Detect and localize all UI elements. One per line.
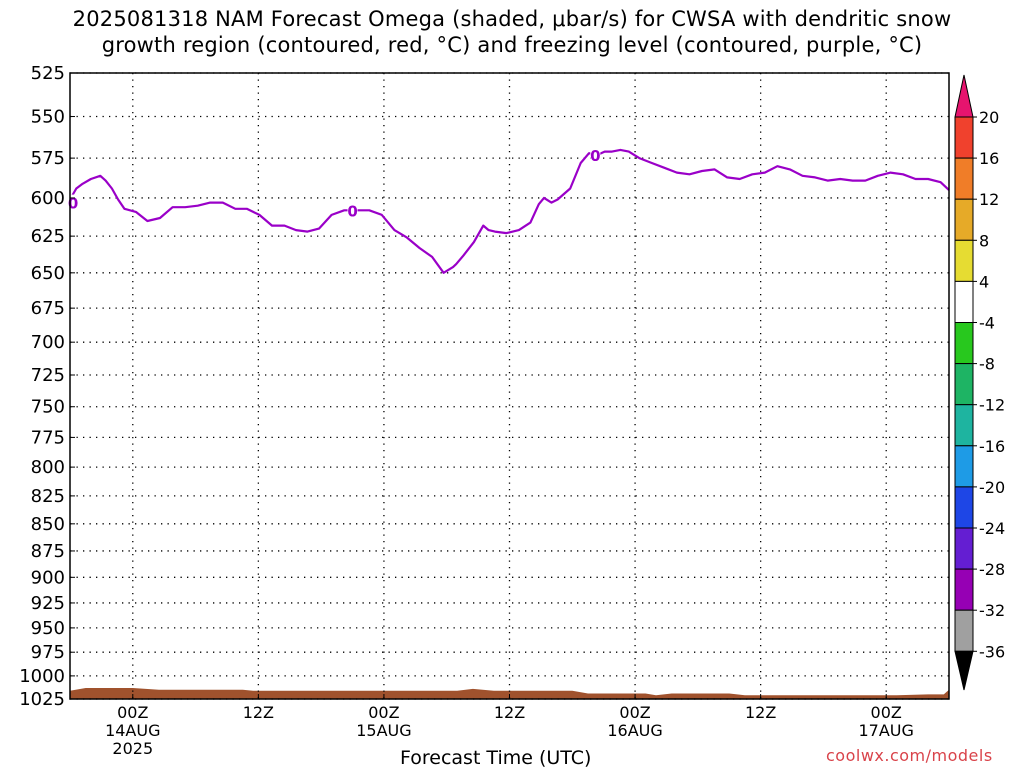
colorbar-label: -24: [979, 519, 1005, 538]
colorbar-segment: [954, 280, 974, 323]
y-tick-label: 1025: [19, 689, 65, 710]
contour-label-bg: [68, 194, 79, 210]
y-tick-label: 775: [31, 427, 65, 448]
y-tick-label: 950: [31, 618, 65, 639]
y-tick-label: 575: [31, 148, 65, 169]
y-tick-label: 925: [31, 593, 65, 614]
y-tick-label: 1000: [19, 666, 65, 687]
x-tick-label: 00Z: [871, 703, 902, 722]
colorbar-segment: [954, 116, 974, 159]
x-tick-year: 2025: [112, 739, 153, 758]
x-tick-date: 14AUG: [105, 721, 160, 740]
freezing-level-layer: [69, 148, 950, 274]
colorbar-label: -8: [979, 355, 995, 374]
colorbar-segment: [954, 322, 974, 365]
x-tick-label: 00Z: [619, 703, 650, 722]
y-tick-label: 875: [31, 541, 65, 562]
contour-label: 0: [68, 195, 78, 213]
y-tick-label: 675: [31, 298, 65, 319]
contour-labels: 0 0 0: [68, 146, 601, 220]
colorbar-label: 12: [979, 190, 999, 209]
y-tick-label: 750: [31, 397, 65, 418]
x-tick-label: 12Z: [243, 703, 274, 722]
colorbar-segment: [954, 568, 974, 611]
x-tick-label: 00Z: [117, 703, 148, 722]
colorbar-segment: [954, 445, 974, 488]
surface-layer: [70, 688, 949, 699]
x-axis-title: Forecast Time (UTC): [400, 747, 592, 769]
colorbar-label: -16: [979, 437, 1005, 456]
y-tick-label: 550: [31, 107, 65, 128]
colorbar-label: -20: [979, 478, 1005, 497]
surface-pressure-fill: [70, 688, 949, 699]
colorbar-segment: [954, 404, 974, 447]
contour-label: 0: [347, 202, 357, 220]
freezing-level-line: [69, 148, 950, 274]
y-tick-label: 650: [31, 263, 65, 284]
colorbar-segment: [954, 486, 974, 529]
credit-text: coolwx.com/models: [826, 746, 993, 765]
colorbar-cap-bottom: [954, 650, 974, 691]
colorbar-label: -32: [979, 601, 1005, 620]
chart-title-line-2: growth region (contoured, red, °C) and f…: [101, 33, 923, 57]
colorbar-segment: [954, 363, 974, 406]
x-tick-label: 12Z: [494, 703, 525, 722]
chart-title: 2025081318 NAM Forecast Omega (shaded, μ…: [0, 6, 1024, 58]
x-tick-label: 00Z: [368, 703, 399, 722]
y-tick-label: 975: [31, 642, 65, 663]
y-tick-label: 825: [31, 486, 65, 507]
contour-label-bg: [347, 202, 358, 218]
y-tick-label: 725: [31, 365, 65, 386]
x-tick-date: 17AUG: [859, 721, 914, 740]
colorbar-label: -4: [979, 314, 995, 333]
colorbar-label: -28: [979, 560, 1005, 579]
colorbar-segment: [954, 609, 974, 652]
colorbar-segment: [954, 198, 974, 241]
colorbar-label: 16: [979, 149, 999, 168]
y-tick-label: 850: [31, 514, 65, 535]
grid: [70, 72, 949, 700]
x-tick-date: 15AUG: [356, 721, 411, 740]
y-tick-label: 800: [31, 457, 65, 478]
contour-label-bg: [590, 146, 601, 162]
y-tick-label: 700: [31, 332, 65, 353]
colorbar-segment: [954, 527, 974, 570]
y-tick-label: 600: [31, 188, 65, 209]
colorbar-label: 8: [979, 231, 989, 250]
colorbar-label: 20: [979, 108, 999, 127]
colorbar-label: 4: [979, 272, 989, 291]
y-tick-label: 525: [31, 63, 65, 84]
y-tick-label: 900: [31, 567, 65, 588]
colorbar-segment: [954, 239, 974, 282]
y-axis: 525 550 575 600 625 650 675 700 725 750 775 800 825 8…: [19, 63, 75, 710]
colorbar-cap-top: [954, 74, 974, 118]
chart-title-line-1: 2025081318 NAM Forecast Omega (shaded, μ…: [72, 7, 952, 31]
x-tick-label: 12Z: [745, 703, 776, 722]
colorbar: 20 16 12 8 4 -4 -8 -12 -16 -20 -24 -28 -32 -36: [954, 74, 1005, 691]
x-tick-date: 16AUG: [607, 721, 662, 740]
colorbar-label: -36: [979, 642, 1005, 661]
colorbar-segment: [954, 157, 974, 200]
colorbar-label: -12: [979, 396, 1005, 415]
contour-label: 0: [590, 147, 600, 165]
y-tick-label: 625: [31, 226, 65, 247]
